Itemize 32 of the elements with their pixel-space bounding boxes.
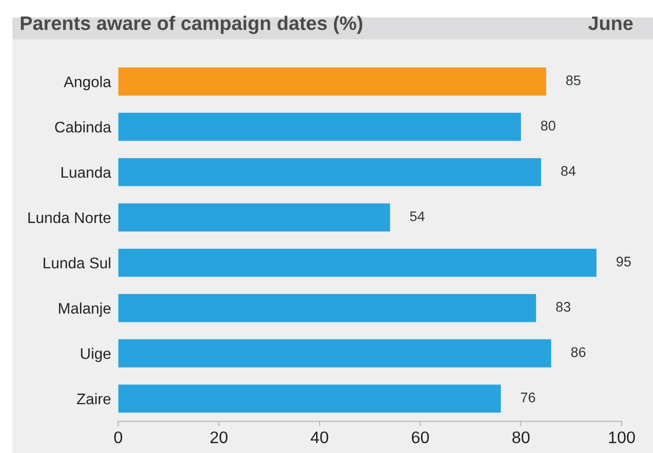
bar (118, 203, 390, 232)
y-tick-label: Cabinda (55, 121, 112, 133)
y-tick-label: Lunda Sul (44, 257, 110, 268)
data-label: 83 (556, 302, 570, 312)
bar (118, 67, 546, 96)
x-tick-label: 60 (412, 431, 429, 444)
data-label: 85 (566, 75, 580, 86)
bar (118, 248, 596, 277)
chart-subtitle: June (588, 16, 633, 30)
data-label: 84 (561, 166, 576, 176)
data-label: 95 (616, 256, 631, 266)
y-tick-label: Angola (64, 76, 112, 90)
data-label: 86 (571, 347, 586, 358)
y-tick-label: Luanda (62, 166, 112, 178)
bar (118, 112, 521, 141)
bar (118, 339, 552, 368)
chart-title: Parents aware of campaign dates (%) (20, 16, 362, 34)
x-tick-label: 100 (609, 431, 635, 444)
bar (118, 384, 501, 413)
data-label: 80 (541, 120, 556, 131)
x-tick-label: 40 (310, 431, 328, 444)
y-tick-label: Uige (81, 348, 111, 362)
x-tick-label: 20 (210, 431, 228, 444)
bar (118, 294, 536, 322)
x-tick-label: 0 (114, 431, 122, 444)
y-tick-label: Zaire (76, 393, 111, 404)
x-tick-label: 80 (512, 431, 530, 444)
data-label: 76 (520, 392, 536, 402)
bar (118, 158, 542, 186)
y-tick-label: Malanje (59, 302, 111, 317)
data-label: 54 (410, 211, 425, 222)
y-tick-label: Lunda Norte (28, 212, 111, 224)
